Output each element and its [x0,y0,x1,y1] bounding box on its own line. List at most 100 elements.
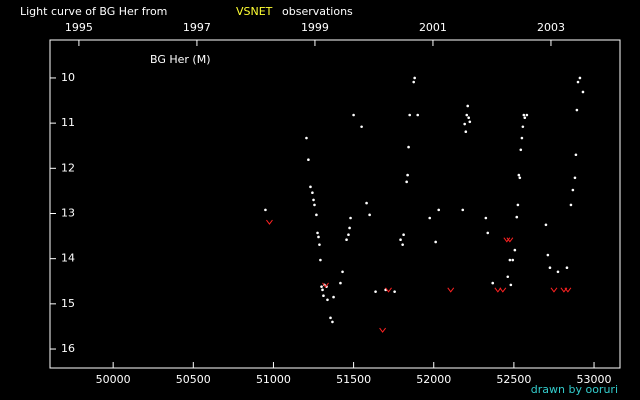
upper-limit [447,287,455,293]
data-point [578,76,582,80]
data-point [345,238,348,241]
data-point [312,198,315,202]
data-point [468,120,472,124]
data-point [365,201,368,205]
y-tick-label: 14 [61,252,75,265]
data-point [313,203,316,207]
data-point [569,203,573,207]
data-point [520,136,524,140]
data-point [509,283,513,287]
data-point [525,113,529,117]
data-point [322,294,325,298]
data-point [307,158,310,162]
data-point [320,285,323,288]
data-point [565,266,569,270]
credit: drawn by ooruri [531,383,618,396]
x2-tick-label: 2003 [537,21,565,34]
x-tick-label: 53000 [577,373,612,386]
data-point [374,290,377,293]
y-tick-label: 10 [61,71,75,84]
data-point [466,104,470,108]
y-tick-label: 16 [61,342,75,355]
data-point [318,243,321,246]
data-point [522,113,526,117]
data-point [408,113,411,117]
data-point [321,288,324,292]
data-point [465,113,469,117]
y-tick-label: 13 [61,206,75,219]
upper-limit [385,287,392,293]
title-suffix: observations [282,5,353,18]
data-point [515,215,519,219]
data-point [523,116,527,120]
data-point [571,188,575,192]
data-point [319,258,322,262]
upper-limit [550,287,558,293]
data-point [393,290,396,293]
data-point [352,113,355,117]
data-point [341,270,344,274]
data-point [368,213,371,217]
x-tick-label: 52000 [416,373,451,386]
data-point [329,316,332,320]
upper-limit [503,237,511,243]
data-point [573,176,577,180]
data-point [463,122,466,126]
data-point [517,173,521,177]
x-tick-label: 50000 [96,373,131,386]
data-point [519,148,523,152]
data-point [326,298,329,302]
x-tick-label: 51000 [256,373,291,386]
data-point [428,216,432,220]
data-point [544,223,548,227]
data-point [331,320,334,324]
upper-limit [564,287,572,293]
data-point [401,243,404,246]
data-point [406,173,409,177]
y-label: BG Her (M) [150,53,211,66]
data-point [513,248,517,252]
data-point [264,208,267,212]
data-point [521,125,525,129]
data-point [348,226,351,230]
data-point [511,258,515,262]
data-point [437,208,441,212]
data-point [467,116,470,120]
upper-limit [499,287,507,293]
data-point [575,108,579,112]
data-point [581,90,585,94]
data-point [574,153,578,157]
x2-tick-label: 2001 [419,21,447,34]
data-point [339,281,342,285]
data-point [516,203,520,207]
x-tick-label: 51500 [336,373,371,386]
data-point [305,136,308,140]
data-point [347,233,350,237]
data-point [311,191,314,195]
data-point [518,176,522,180]
y-tick-label: 11 [61,116,75,129]
data-point [546,253,550,257]
x-tick-label: 52500 [496,373,531,386]
data-point [491,281,495,285]
data-point [556,270,560,274]
data-point [413,76,416,80]
y-tick-label: 12 [61,161,75,174]
data-point [461,208,465,212]
data-point [548,266,552,270]
x2-tick-label: 1999 [301,21,329,34]
upper-limit [494,287,502,293]
title-source: VSNET [236,5,273,18]
plot-frame [49,39,621,369]
chart-title: Light curve of BG Her from [20,5,167,18]
data-point [464,130,468,134]
data-point [309,185,312,189]
upper-limit [322,282,329,288]
data-point [405,180,408,184]
data-point [416,113,420,117]
data-point [576,80,580,84]
y-tick-label: 15 [61,297,75,310]
data-point [434,240,437,244]
